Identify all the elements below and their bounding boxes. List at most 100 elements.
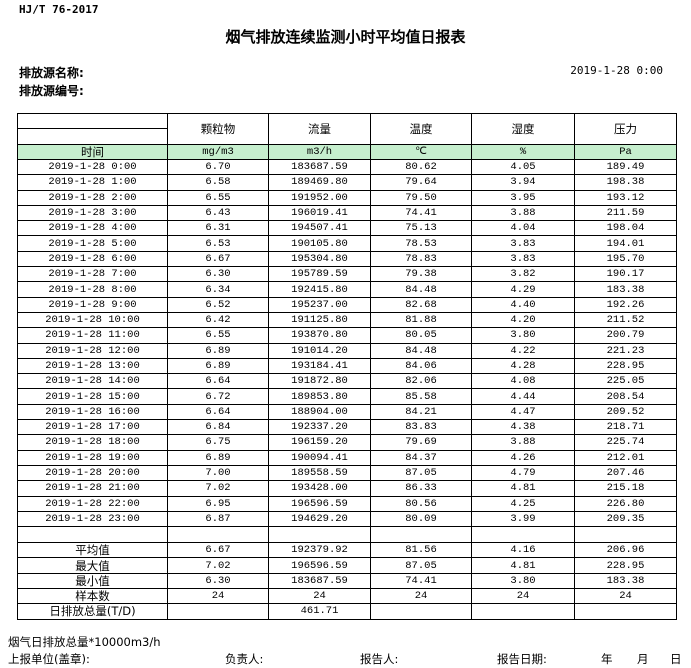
cell: 87.05 <box>370 464 472 482</box>
table-row: 2019-1-28 9:00 6.52 195237.00 82.68 4.40 192.… <box>17 296 677 313</box>
cell: 4.04 <box>471 220 575 237</box>
cell: 平均值 <box>17 542 168 559</box>
cell: 6.89 <box>167 342 269 359</box>
cell: 84.06 <box>370 357 472 375</box>
cell: 228.95 <box>574 357 677 375</box>
cell: 75.13 <box>370 220 472 237</box>
cell: 2019-1-28 23:00 <box>17 510 168 528</box>
cell: 191872.80 <box>268 373 371 390</box>
cell: 流量 <box>268 113 371 145</box>
divider <box>18 128 167 129</box>
cell: 2019-1-28 9:00 <box>17 296 168 313</box>
cell: 2019-1-28 19:00 <box>17 449 168 466</box>
cell: 6.89 <box>167 449 269 466</box>
cell: 191125.80 <box>268 311 371 329</box>
cell: 2019-1-28 21:00 <box>17 480 168 497</box>
summary-row: 平均值 6.67 192379.92 81.56 4.16 206.96 <box>17 542 677 559</box>
cell: 2019-1-28 6:00 <box>17 250 168 268</box>
cell: 4.44 <box>471 388 575 405</box>
cell: 84.48 <box>370 281 472 298</box>
cell <box>370 526 472 544</box>
cell: 195237.00 <box>268 296 371 313</box>
cell <box>471 526 575 544</box>
cell: 4.81 <box>471 557 575 574</box>
cell: 6.30 <box>167 572 269 590</box>
cell: 84.21 <box>370 403 472 421</box>
cell: 198.04 <box>574 220 677 237</box>
cell: 6.34 <box>167 281 269 298</box>
cell: 2019-1-28 10:00 <box>17 311 168 329</box>
footer-note: 烟气日排放总量*10000m3/h <box>8 635 161 649</box>
cell: 6.55 <box>167 189 269 206</box>
cell: 82.68 <box>370 296 472 313</box>
cell <box>17 526 168 544</box>
cell: 188904.00 <box>268 403 371 421</box>
cell: 225.05 <box>574 373 677 390</box>
cell: 225.74 <box>574 434 677 451</box>
cell: 81.88 <box>370 311 472 329</box>
cell: 211.52 <box>574 311 677 329</box>
cell: 2019-1-28 14:00 <box>17 373 168 390</box>
cell: 183.38 <box>574 572 677 590</box>
cell: 2019-1-28 15:00 <box>17 388 168 405</box>
cell: 194629.20 <box>268 510 371 528</box>
cell: 200.79 <box>574 327 677 344</box>
table-row: 2019-1-28 10:00 6.42 191125.80 81.88 4.20 211… <box>17 311 677 329</box>
cell <box>17 113 168 145</box>
cell: 198.38 <box>574 174 677 191</box>
cell: 84.48 <box>370 342 472 359</box>
cell: 192337.20 <box>268 419 371 436</box>
cell: 7.00 <box>167 464 269 482</box>
cell: 195.70 <box>574 250 677 268</box>
table-row: 2019-1-28 0:00 6.70 183687.59 80.62 4.05 189.… <box>17 158 677 176</box>
cell: 3.80 <box>471 327 575 344</box>
cell: 192.26 <box>574 296 677 313</box>
cell: 209.35 <box>574 510 677 528</box>
cell: 190.17 <box>574 266 677 283</box>
table-row: 2019-1-28 6:00 6.67 195304.80 78.83 3.83 195.… <box>17 250 677 268</box>
cell: 2019-1-28 20:00 <box>17 464 168 482</box>
cell: 193184.41 <box>268 357 371 375</box>
cell: 74.41 <box>370 204 472 222</box>
cell: 7.02 <box>167 480 269 497</box>
cell: 4.20 <box>471 311 575 329</box>
header-row: 颗粒物 流量 温度 湿度 压力 <box>17 113 677 145</box>
report-datetime: 2019-1-28 0:00 <box>570 64 663 77</box>
cell: 2019-1-28 12:00 <box>17 342 168 359</box>
cell: 4.26 <box>471 449 575 466</box>
cell: 87.05 <box>370 557 472 574</box>
cell: 78.53 <box>370 235 472 252</box>
cell: 196596.59 <box>268 495 371 512</box>
table-row: 2019-1-28 4:00 6.31 194507.41 75.13 4.04 198.… <box>17 220 677 237</box>
cell: 82.06 <box>370 373 472 390</box>
cell: 228.95 <box>574 557 677 574</box>
cell: 194.01 <box>574 235 677 252</box>
units-row: 时间 mg/m3 m3/h ℃% Pa <box>17 144 677 160</box>
cell: 3.83 <box>471 250 575 268</box>
cell: 195304.80 <box>268 250 371 268</box>
cell: 79.69 <box>370 434 472 451</box>
table-row: 2019-1-28 14:00 6.64 191872.80 82.06 4.08 225… <box>17 373 677 390</box>
cell: 183.38 <box>574 281 677 298</box>
cell: 6.53 <box>167 235 269 252</box>
cell: 189.49 <box>574 158 677 176</box>
cell: 74.41 <box>370 572 472 590</box>
cell: 2019-1-28 0:00 <box>17 158 168 176</box>
cell <box>471 603 575 620</box>
standard-code: HJ/T 76-2017 <box>19 3 99 16</box>
table-row: 2019-1-28 16:00 6.64 188904.00 84.21 4.47 209… <box>17 403 677 421</box>
cell: 3.94 <box>471 174 575 191</box>
cell: 209.52 <box>574 403 677 421</box>
table-row: 2019-1-28 13:00 6.89 193184.41 84.06 4.28 228… <box>17 357 677 375</box>
table-row: 2019-1-28 12:00 6.89 191014.20 84.48 4.22 221… <box>17 342 677 359</box>
cell: 206.96 <box>574 542 677 559</box>
cell: 3.83 <box>471 235 575 252</box>
cell: 6.58 <box>167 174 269 191</box>
summary-row: 日排放总量(T/D) 461.71 <box>17 603 677 620</box>
cell: 226.80 <box>574 495 677 512</box>
cell: 193428.00 <box>268 480 371 497</box>
report-title: 烟气排放连续监测小时平均值日报表 <box>225 28 466 46</box>
cell: 85.58 <box>370 388 472 405</box>
cell: 83.83 <box>370 419 472 436</box>
cell: 4.25 <box>471 495 575 512</box>
